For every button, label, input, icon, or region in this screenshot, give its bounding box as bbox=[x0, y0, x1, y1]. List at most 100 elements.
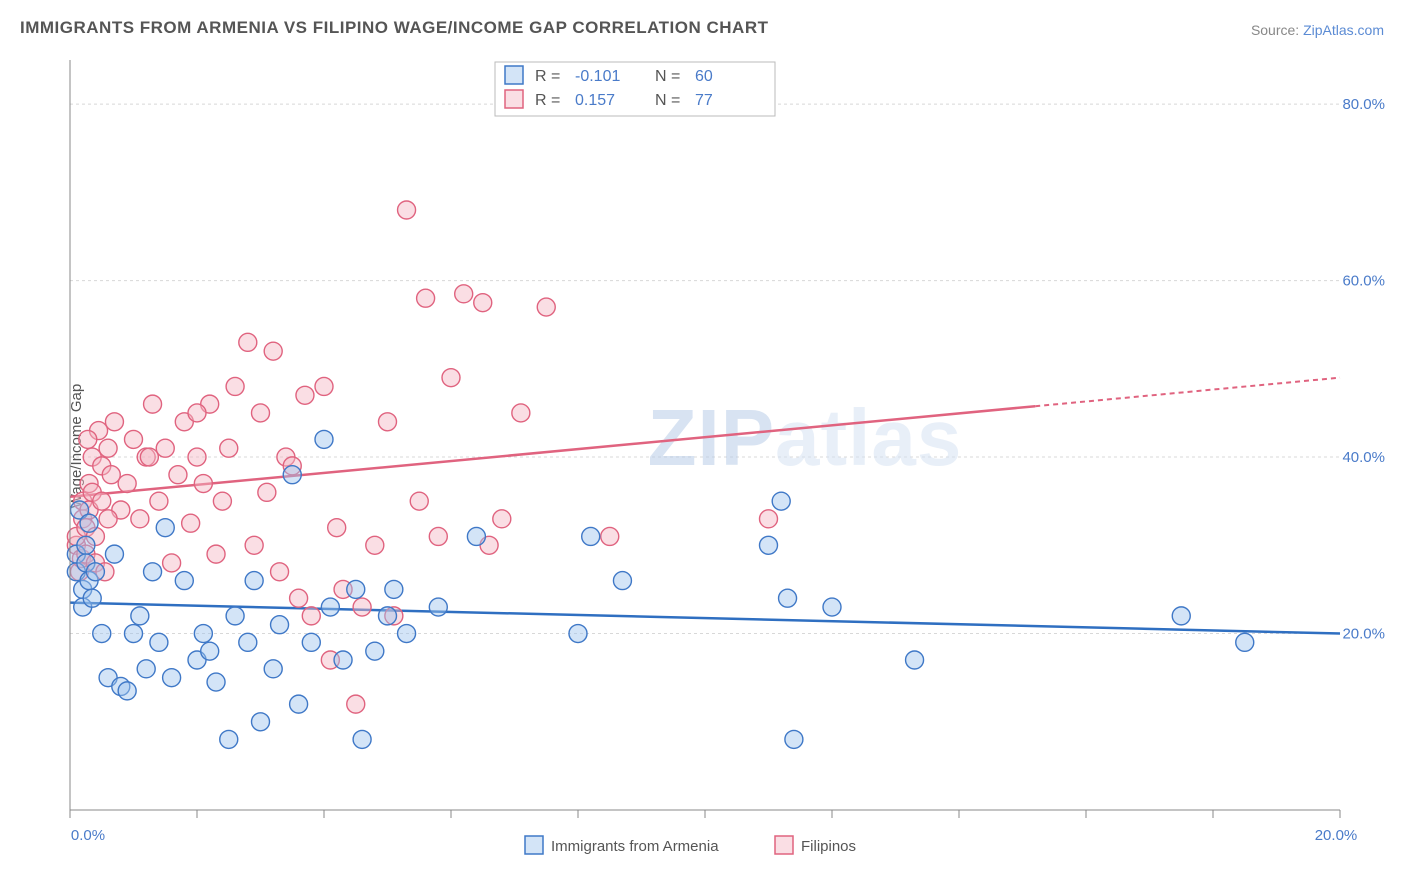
point-armenia bbox=[201, 642, 219, 660]
point-filipinos bbox=[290, 589, 308, 607]
point-armenia bbox=[144, 563, 162, 581]
point-armenia bbox=[321, 598, 339, 616]
point-armenia bbox=[347, 580, 365, 598]
point-filipinos bbox=[379, 413, 397, 431]
point-filipinos bbox=[417, 289, 435, 307]
plot-area: 20.0%40.0%60.0%80.0%ZIPatlas0.0%20.0%R =… bbox=[55, 50, 1385, 830]
point-filipinos bbox=[455, 285, 473, 303]
point-filipinos bbox=[258, 483, 276, 501]
legend-label-filipinos: Filipinos bbox=[801, 838, 856, 855]
point-armenia bbox=[220, 730, 238, 748]
point-armenia bbox=[226, 607, 244, 625]
point-filipinos bbox=[169, 466, 187, 484]
source-attribution: Source: ZipAtlas.com bbox=[1251, 22, 1384, 38]
series-legend: Immigrants from Armenia Filipinos bbox=[525, 836, 856, 855]
point-armenia bbox=[385, 580, 403, 598]
point-armenia bbox=[86, 563, 104, 581]
point-armenia bbox=[150, 633, 168, 651]
point-filipinos bbox=[410, 492, 428, 510]
legend-swatch-filipinos bbox=[505, 90, 523, 108]
point-filipinos bbox=[601, 527, 619, 545]
y-tick-label: 40.0% bbox=[1342, 449, 1385, 466]
point-filipinos bbox=[220, 439, 238, 457]
point-armenia bbox=[334, 651, 352, 669]
point-filipinos bbox=[150, 492, 168, 510]
point-armenia bbox=[315, 430, 333, 448]
trend-line-ext-filipinos bbox=[1035, 378, 1340, 407]
point-filipinos bbox=[760, 510, 778, 528]
source-link[interactable]: ZipAtlas.com bbox=[1303, 22, 1384, 38]
legend-swatch-armenia bbox=[525, 836, 543, 854]
point-filipinos bbox=[99, 439, 117, 457]
point-armenia bbox=[429, 598, 447, 616]
point-armenia bbox=[207, 673, 225, 691]
point-filipinos bbox=[442, 369, 460, 387]
point-filipinos bbox=[118, 475, 136, 493]
x-tick-label: 20.0% bbox=[1315, 827, 1358, 844]
legend-label-armenia: Immigrants from Armenia bbox=[551, 838, 719, 855]
point-filipinos bbox=[207, 545, 225, 563]
r-label: R = bbox=[535, 68, 560, 85]
point-filipinos bbox=[315, 377, 333, 395]
point-filipinos bbox=[512, 404, 530, 422]
point-armenia bbox=[175, 572, 193, 590]
point-armenia bbox=[194, 625, 212, 643]
point-filipinos bbox=[366, 536, 384, 554]
point-armenia bbox=[245, 572, 263, 590]
n-label: N = bbox=[655, 92, 680, 109]
point-filipinos bbox=[252, 404, 270, 422]
point-filipinos bbox=[105, 413, 123, 431]
point-filipinos bbox=[99, 510, 117, 528]
point-filipinos bbox=[398, 201, 416, 219]
point-filipinos bbox=[194, 475, 212, 493]
point-armenia bbox=[760, 536, 778, 554]
point-armenia bbox=[569, 625, 587, 643]
n-value-filipinos: 77 bbox=[695, 92, 713, 109]
point-filipinos bbox=[347, 695, 365, 713]
point-armenia bbox=[779, 589, 797, 607]
point-armenia bbox=[823, 598, 841, 616]
point-armenia bbox=[906, 651, 924, 669]
point-filipinos bbox=[429, 527, 447, 545]
y-tick-label: 80.0% bbox=[1342, 96, 1385, 113]
y-tick-label: 60.0% bbox=[1342, 273, 1385, 290]
point-filipinos bbox=[264, 342, 282, 360]
point-armenia bbox=[283, 466, 301, 484]
y-tick-label: 20.0% bbox=[1342, 626, 1385, 643]
legend-swatch-filipinos bbox=[775, 836, 793, 854]
point-filipinos bbox=[125, 430, 143, 448]
point-filipinos bbox=[163, 554, 181, 572]
point-filipinos bbox=[296, 386, 314, 404]
point-filipinos bbox=[140, 448, 158, 466]
point-armenia bbox=[302, 633, 320, 651]
point-armenia bbox=[264, 660, 282, 678]
point-filipinos bbox=[182, 514, 200, 532]
point-filipinos bbox=[271, 563, 289, 581]
point-filipinos bbox=[226, 377, 244, 395]
point-filipinos bbox=[239, 333, 257, 351]
point-armenia bbox=[105, 545, 123, 563]
n-value-armenia: 60 bbox=[695, 68, 713, 85]
scatter-chart: 20.0%40.0%60.0%80.0%ZIPatlas0.0%20.0%R =… bbox=[55, 50, 1385, 890]
point-armenia bbox=[582, 527, 600, 545]
source-prefix: Source: bbox=[1251, 22, 1303, 38]
point-armenia bbox=[772, 492, 790, 510]
point-armenia bbox=[1172, 607, 1190, 625]
point-armenia bbox=[77, 536, 95, 554]
point-filipinos bbox=[353, 598, 371, 616]
point-filipinos bbox=[79, 430, 97, 448]
point-filipinos bbox=[474, 294, 492, 312]
point-filipinos bbox=[93, 492, 111, 510]
point-armenia bbox=[353, 730, 371, 748]
r-label: R = bbox=[535, 92, 560, 109]
point-armenia bbox=[156, 519, 174, 537]
point-armenia bbox=[131, 607, 149, 625]
legend-swatch-armenia bbox=[505, 66, 523, 84]
point-armenia bbox=[467, 527, 485, 545]
point-armenia bbox=[785, 730, 803, 748]
x-tick-label: 0.0% bbox=[71, 827, 105, 844]
point-armenia bbox=[83, 589, 101, 607]
point-armenia bbox=[137, 660, 155, 678]
point-filipinos bbox=[156, 439, 174, 457]
point-armenia bbox=[93, 625, 111, 643]
